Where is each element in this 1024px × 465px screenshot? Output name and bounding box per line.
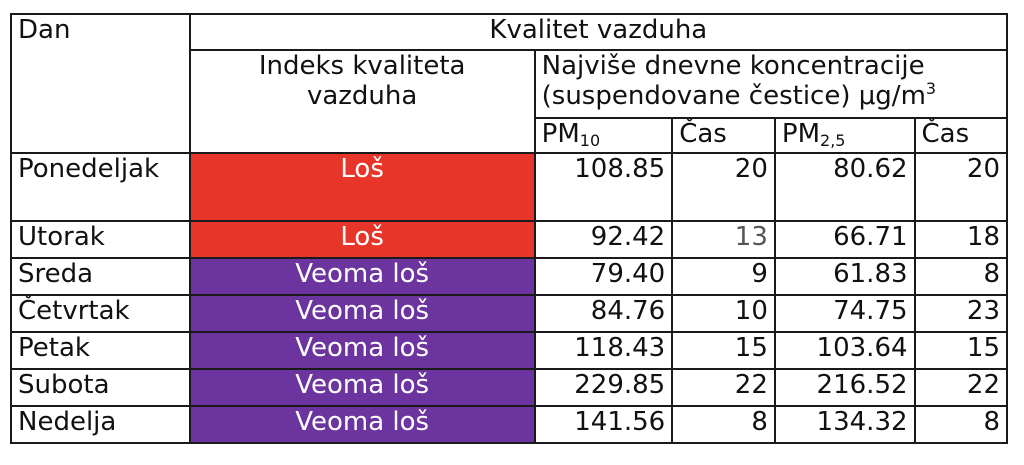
pm25-cell: 80.62 — [773, 152, 916, 222]
pm10-hour-cell: 10 — [671, 294, 776, 333]
header-day: Dan — [10, 13, 191, 154]
pm25-cell: 103.64 — [773, 331, 916, 370]
pm25-cell: 66.71 — [773, 220, 916, 259]
header-max-conc-line1: Najviše dnevne koncentracije — [541, 51, 925, 81]
pm25-hour-cell: 15 — [913, 331, 1009, 370]
pm25-hour-cell: 8 — [913, 257, 1009, 296]
header-row-1: Dan Kvalitet vazduha — [10, 13, 1009, 154]
day-cell: Subota — [10, 368, 191, 407]
index-cell: Veoma loš — [188, 368, 536, 407]
header-row-3: PM10 Čas PM2,5 Čas — [11, 117, 1009, 154]
pm25-hour-cell: 22 — [913, 368, 1009, 407]
day-cell: Utorak — [10, 220, 191, 259]
table-row: Petak Veoma loš 118.43 15 103.64 15 — [10, 331, 1009, 370]
pm10-cell: 108.85 — [533, 152, 674, 222]
header-pm25-hour: Čas — [913, 117, 1009, 154]
header-pm10-sub: 10 — [579, 131, 601, 150]
header-max-concentration: Najviše dnevne koncentracije (suspendova… — [533, 49, 1009, 119]
table-row: Sreda Veoma loš 79.40 9 61.83 8 — [10, 257, 1009, 296]
header-pm10-base: PM — [541, 119, 580, 149]
pm10-hour-cell: 20 — [671, 152, 776, 222]
table-row: Subota Veoma loš 229.85 22 216.52 22 — [10, 368, 1009, 407]
header-row-2: Indeks kvaliteta vazduha Najviše dnevne … — [11, 49, 1009, 154]
pm25-cell: 216.52 — [773, 368, 916, 407]
index-cell: Veoma loš — [188, 405, 536, 444]
header-pm25-base: PM — [781, 119, 821, 149]
day-cell: Sreda — [10, 257, 191, 296]
header-air-quality: Kvalitet vazduha — [188, 13, 1009, 51]
table-row: Nedelja Veoma loš 141.56 8 134.32 8 — [10, 405, 1009, 444]
index-cell: Veoma loš — [188, 294, 536, 333]
pm10-hour-cell: 15 — [671, 331, 776, 370]
header-max-conc-text: (suspendovane čestice) μg/m — [541, 81, 926, 111]
day-cell: Četvrtak — [10, 294, 191, 333]
pm10-hour-cell: 13 — [671, 220, 776, 259]
header-max-conc-sup: 3 — [925, 79, 937, 98]
air-quality-table: Dan Kvalitet vazduha Indeks kvaliteta va… — [10, 13, 1009, 444]
header-max-conc-line2: (suspendovane čestice) μg/m3 — [541, 79, 1000, 114]
header-index-line2: vazduha — [306, 81, 418, 111]
pm25-cell: 134.32 — [773, 405, 916, 444]
pm25-cell: 74.75 — [773, 294, 916, 333]
pm10-cell: 118.43 — [533, 331, 674, 370]
pm10-hour-cell: 8 — [671, 405, 776, 444]
pm10-cell: 84.76 — [533, 294, 674, 333]
day-cell: Ponedeljak — [10, 152, 191, 222]
index-cell: Loš — [188, 220, 536, 259]
pm25-cell: 61.83 — [773, 257, 916, 296]
pm25-hour-cell: 20 — [913, 152, 1009, 222]
pm10-hour-cell: 22 — [671, 368, 776, 407]
index-cell: Veoma loš — [188, 257, 536, 296]
table-row: Četvrtak Veoma loš 84.76 10 74.75 23 — [10, 294, 1009, 333]
header-index: Indeks kvaliteta vazduha — [188, 49, 536, 154]
table-row: Utorak Loš 92.42 13 66.71 18 — [10, 220, 1009, 259]
day-cell: Nedelja — [10, 405, 191, 444]
pm25-hour-cell: 8 — [913, 405, 1009, 444]
header-index-line1: Indeks kvaliteta — [258, 51, 466, 81]
pm10-hour-cell: 9 — [671, 257, 776, 296]
pm10-cell: 229.85 — [533, 368, 674, 407]
index-cell: Loš — [188, 152, 536, 222]
header-pm25: PM2,5 — [773, 117, 916, 154]
header-pm10-hour: Čas — [671, 117, 776, 154]
table-row: Ponedeljak Loš 108.85 20 80.62 20 — [10, 152, 1009, 222]
pm25-hour-cell: 23 — [913, 294, 1009, 333]
pm10-cell: 141.56 — [533, 405, 674, 444]
header-pm25-sub: 2,5 — [820, 131, 846, 150]
pm10-cell: 79.40 — [533, 257, 674, 296]
header-pm10: PM10 — [533, 117, 674, 154]
day-cell: Petak — [10, 331, 191, 370]
pm25-hour-cell: 18 — [913, 220, 1009, 259]
index-cell: Veoma loš — [188, 331, 536, 370]
pm10-cell: 92.42 — [533, 220, 674, 259]
